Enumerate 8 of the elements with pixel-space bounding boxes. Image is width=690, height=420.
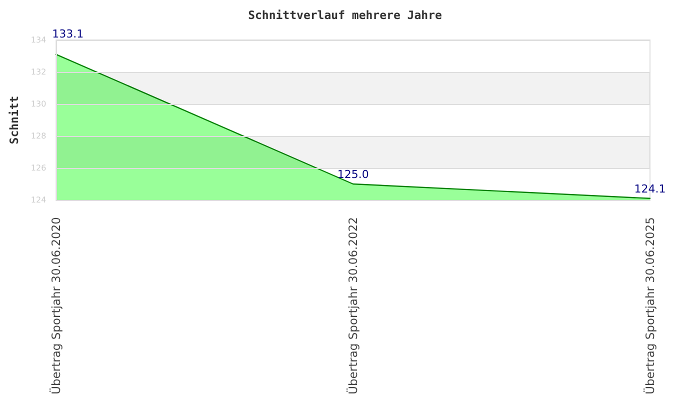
chart-title: Schnittverlauf mehrere Jahre: [248, 8, 442, 22]
data-label: 124.1: [634, 182, 666, 196]
x-tick-label: Übertrag Sportjahr 30.06.2020: [49, 217, 64, 394]
data-label: 125.0: [337, 168, 369, 181]
x-tick-label: Übertrag Sportjahr 30.06.2025: [643, 217, 657, 394]
data-label: 133.1: [52, 27, 84, 40]
x-tick-label: Übertrag Sportjahr 30.06.2022: [346, 217, 360, 394]
y-axis-title: Schnitt: [7, 96, 21, 144]
